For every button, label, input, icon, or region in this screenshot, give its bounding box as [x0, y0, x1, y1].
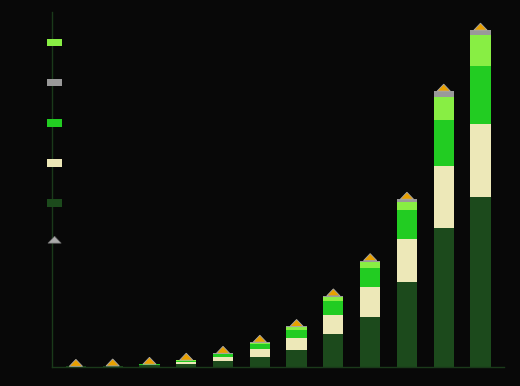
- Bar: [397, 282, 417, 367]
- Bar: [176, 362, 197, 364]
- Polygon shape: [327, 289, 340, 296]
- Bar: [47, 159, 62, 167]
- Bar: [287, 338, 307, 350]
- Bar: [287, 330, 307, 338]
- Polygon shape: [437, 84, 450, 91]
- Bar: [139, 365, 160, 367]
- Bar: [250, 357, 270, 367]
- Bar: [360, 262, 380, 268]
- Bar: [434, 91, 454, 96]
- Bar: [471, 30, 490, 35]
- Polygon shape: [106, 359, 119, 366]
- Polygon shape: [143, 357, 156, 364]
- Bar: [250, 344, 270, 349]
- Polygon shape: [48, 236, 61, 243]
- Polygon shape: [216, 346, 230, 353]
- Bar: [287, 350, 307, 367]
- Polygon shape: [400, 192, 413, 199]
- Bar: [250, 343, 270, 344]
- Polygon shape: [474, 23, 487, 30]
- Bar: [47, 119, 62, 127]
- Bar: [360, 317, 380, 367]
- Bar: [471, 35, 490, 66]
- Bar: [360, 261, 380, 262]
- Bar: [287, 327, 307, 330]
- Bar: [176, 361, 197, 362]
- Bar: [176, 364, 197, 367]
- Bar: [47, 199, 62, 207]
- Bar: [434, 228, 454, 367]
- Bar: [323, 297, 344, 301]
- Polygon shape: [69, 359, 83, 366]
- Bar: [360, 268, 380, 287]
- Bar: [66, 366, 86, 367]
- Bar: [360, 287, 380, 317]
- Bar: [397, 210, 417, 239]
- Bar: [47, 39, 62, 46]
- Bar: [47, 79, 62, 86]
- Bar: [323, 301, 344, 315]
- Bar: [471, 66, 490, 124]
- Polygon shape: [363, 254, 377, 261]
- Bar: [434, 120, 454, 166]
- Bar: [213, 361, 233, 367]
- Bar: [471, 124, 490, 197]
- Bar: [250, 349, 270, 357]
- Bar: [397, 239, 417, 282]
- Polygon shape: [179, 353, 193, 360]
- Polygon shape: [253, 335, 266, 342]
- Bar: [250, 342, 270, 343]
- Bar: [213, 357, 233, 361]
- Bar: [434, 166, 454, 228]
- Bar: [434, 96, 454, 120]
- Bar: [213, 354, 233, 357]
- Bar: [323, 296, 344, 297]
- Bar: [471, 197, 490, 367]
- Bar: [397, 202, 417, 210]
- Bar: [323, 315, 344, 334]
- Bar: [323, 334, 344, 367]
- Bar: [397, 199, 417, 202]
- Bar: [102, 366, 123, 367]
- Polygon shape: [290, 320, 303, 327]
